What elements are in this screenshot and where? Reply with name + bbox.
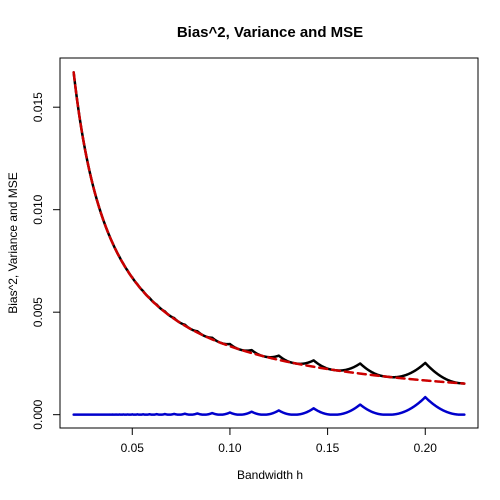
chart-title: Bias^2, Variance and MSE [177, 24, 363, 41]
x-axis-label: Bandwidth h [237, 468, 303, 482]
y-tick-label: 0.015 [31, 92, 45, 122]
y-tick-label: 0.000 [31, 399, 45, 429]
x-tick-label: 0.10 [218, 441, 242, 455]
y-tick-label: 0.010 [31, 194, 45, 224]
x-tick-label: 0.20 [414, 441, 438, 455]
y-axis: 0.000 0.005 0.010 0.015 [31, 92, 60, 430]
y-tick-label: 0.005 [31, 297, 45, 327]
x-tick-label: 0.05 [121, 441, 145, 455]
plot-frame [59, 57, 479, 429]
series-line-variance [72, 71, 466, 385]
series-line-bias-2 [72, 395, 466, 416]
x-axis: 0.05 0.10 0.15 0.20 [121, 428, 438, 455]
series-layer [72, 71, 466, 416]
x-tick-label: 0.15 [316, 441, 340, 455]
y-axis-label: Bias^2, Variance and MSE [6, 172, 20, 313]
series-line-mse [72, 71, 466, 385]
